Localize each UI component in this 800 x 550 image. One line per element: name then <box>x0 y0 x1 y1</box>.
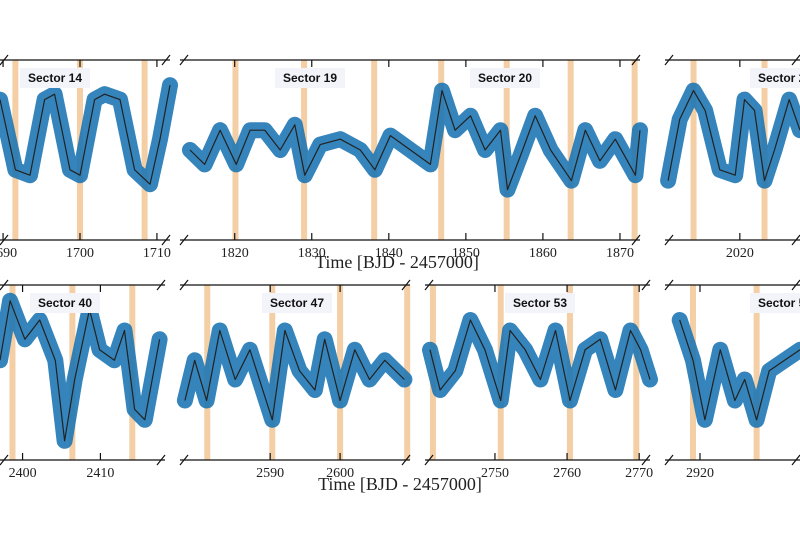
sector-label: Sector 40 <box>38 296 92 310</box>
sector-label-bg <box>275 68 345 88</box>
panel: 2920 Sector 59 <box>664 279 800 481</box>
panel: 1820 1830 1840 1850 1860 1870 Sector 19 Sector … <box>179 54 648 272</box>
axis-break <box>0 54 9 66</box>
sector-label: Sector 20 <box>478 71 532 85</box>
x-tick-label: 2020 <box>726 246 754 261</box>
axis-break <box>631 54 641 66</box>
sector-label: Sector 14 <box>28 71 82 85</box>
x-tick-label: 2760 <box>553 466 581 481</box>
x-tick-label: 1830 <box>298 246 326 261</box>
x-tick-label: 2920 <box>686 466 714 481</box>
sector-label-bg <box>30 293 100 313</box>
axis-break <box>791 279 800 291</box>
model-line <box>429 319 651 402</box>
axis-break <box>664 234 674 246</box>
data-band <box>671 312 800 428</box>
panel: 2750 2760 2770 Sector 53 <box>422 279 658 481</box>
sector-label-bg <box>20 68 90 88</box>
axis-break <box>631 234 641 246</box>
x-tick-label: 2770 <box>625 466 653 481</box>
sector-label: Sector 26 <box>758 71 800 85</box>
sector-label-bg <box>750 293 800 313</box>
sector-label: Sector 53 <box>513 296 567 310</box>
axis-break <box>161 234 171 246</box>
axis-break <box>179 454 189 466</box>
axis-break <box>424 279 434 291</box>
sector-label-bg <box>750 68 800 88</box>
axis-break <box>179 54 189 66</box>
axis-break <box>664 54 674 66</box>
transit-marker <box>438 60 445 240</box>
x-tick-label: 2400 <box>9 466 37 481</box>
x-tick-label: 1840 <box>375 246 403 261</box>
transit-marker <box>371 60 378 240</box>
data-band <box>422 312 658 409</box>
sector-label-bg <box>505 293 575 313</box>
panel: 2400 2410 Sector 40 <box>0 279 168 481</box>
axis-break <box>641 279 651 291</box>
x-tick-label: 1820 <box>221 246 249 261</box>
axis-break <box>401 279 411 291</box>
axis-break <box>0 279 9 291</box>
transit-marker <box>567 60 574 240</box>
x-tick-label: 1700 <box>66 246 94 261</box>
axis-break <box>156 279 166 291</box>
model-line <box>667 90 800 182</box>
axis-break <box>0 454 9 466</box>
transit-marker <box>633 285 640 460</box>
sector-label-bg <box>470 68 540 88</box>
x-tick-label: 2410 <box>86 466 114 481</box>
axis-break <box>641 454 651 466</box>
sector-label: Sector 59 <box>758 296 800 310</box>
x-tick-label: 2590 <box>256 466 284 481</box>
data-band <box>660 82 800 189</box>
x-tick-label: 2750 <box>481 466 509 481</box>
sector-label: Sector 19 <box>283 71 337 85</box>
data-band <box>0 292 168 449</box>
axis-break <box>161 54 171 66</box>
x-tick-label: 1870 <box>606 246 634 261</box>
model-line <box>679 319 800 421</box>
axis-break <box>179 279 189 291</box>
model-line <box>189 90 641 191</box>
axis-break <box>424 454 434 466</box>
sector-label-bg <box>262 293 332 313</box>
x-tick-label: 1850 <box>452 246 480 261</box>
model-line <box>0 85 171 185</box>
panel: 2020 Sector 26 <box>660 54 800 261</box>
axis-break <box>791 54 800 66</box>
panel: 2590 2600 Sector 47 Time [BJD - 2457000] <box>176 279 482 494</box>
model-line <box>184 329 405 421</box>
x-tick-label: 1690 <box>0 246 17 261</box>
x-tick-label: 1860 <box>529 246 557 261</box>
axis-break <box>179 234 189 246</box>
transit-marker <box>141 60 148 240</box>
sector-label: Sector 47 <box>270 296 324 310</box>
transit-marker <box>753 285 760 460</box>
x-axis-label: Time [BJD - 2457000] <box>318 474 482 494</box>
axis-break <box>664 454 674 466</box>
x-tick-label: 1710 <box>143 246 171 261</box>
x-axis-label: Time [BJD - 2457000] <box>315 252 479 272</box>
panel: 1690 1700 1710 Sector 14 <box>0 54 178 261</box>
axis-break <box>664 279 674 291</box>
axis-break <box>401 454 411 466</box>
transit-marker <box>9 285 16 460</box>
axis-break <box>791 234 800 246</box>
transit-marker <box>690 60 697 240</box>
axis-break <box>0 234 9 246</box>
x-tick-label: 2600 <box>326 466 354 481</box>
model-line <box>0 300 161 442</box>
axis-break <box>791 454 800 466</box>
axis-break <box>156 454 166 466</box>
